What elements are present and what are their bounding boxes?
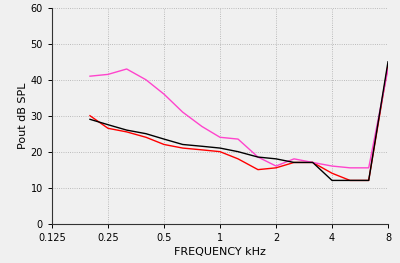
Y-axis label: Pout dB SPL: Pout dB SPL — [18, 83, 28, 149]
X-axis label: FREQUENCY kHz: FREQUENCY kHz — [174, 247, 266, 257]
